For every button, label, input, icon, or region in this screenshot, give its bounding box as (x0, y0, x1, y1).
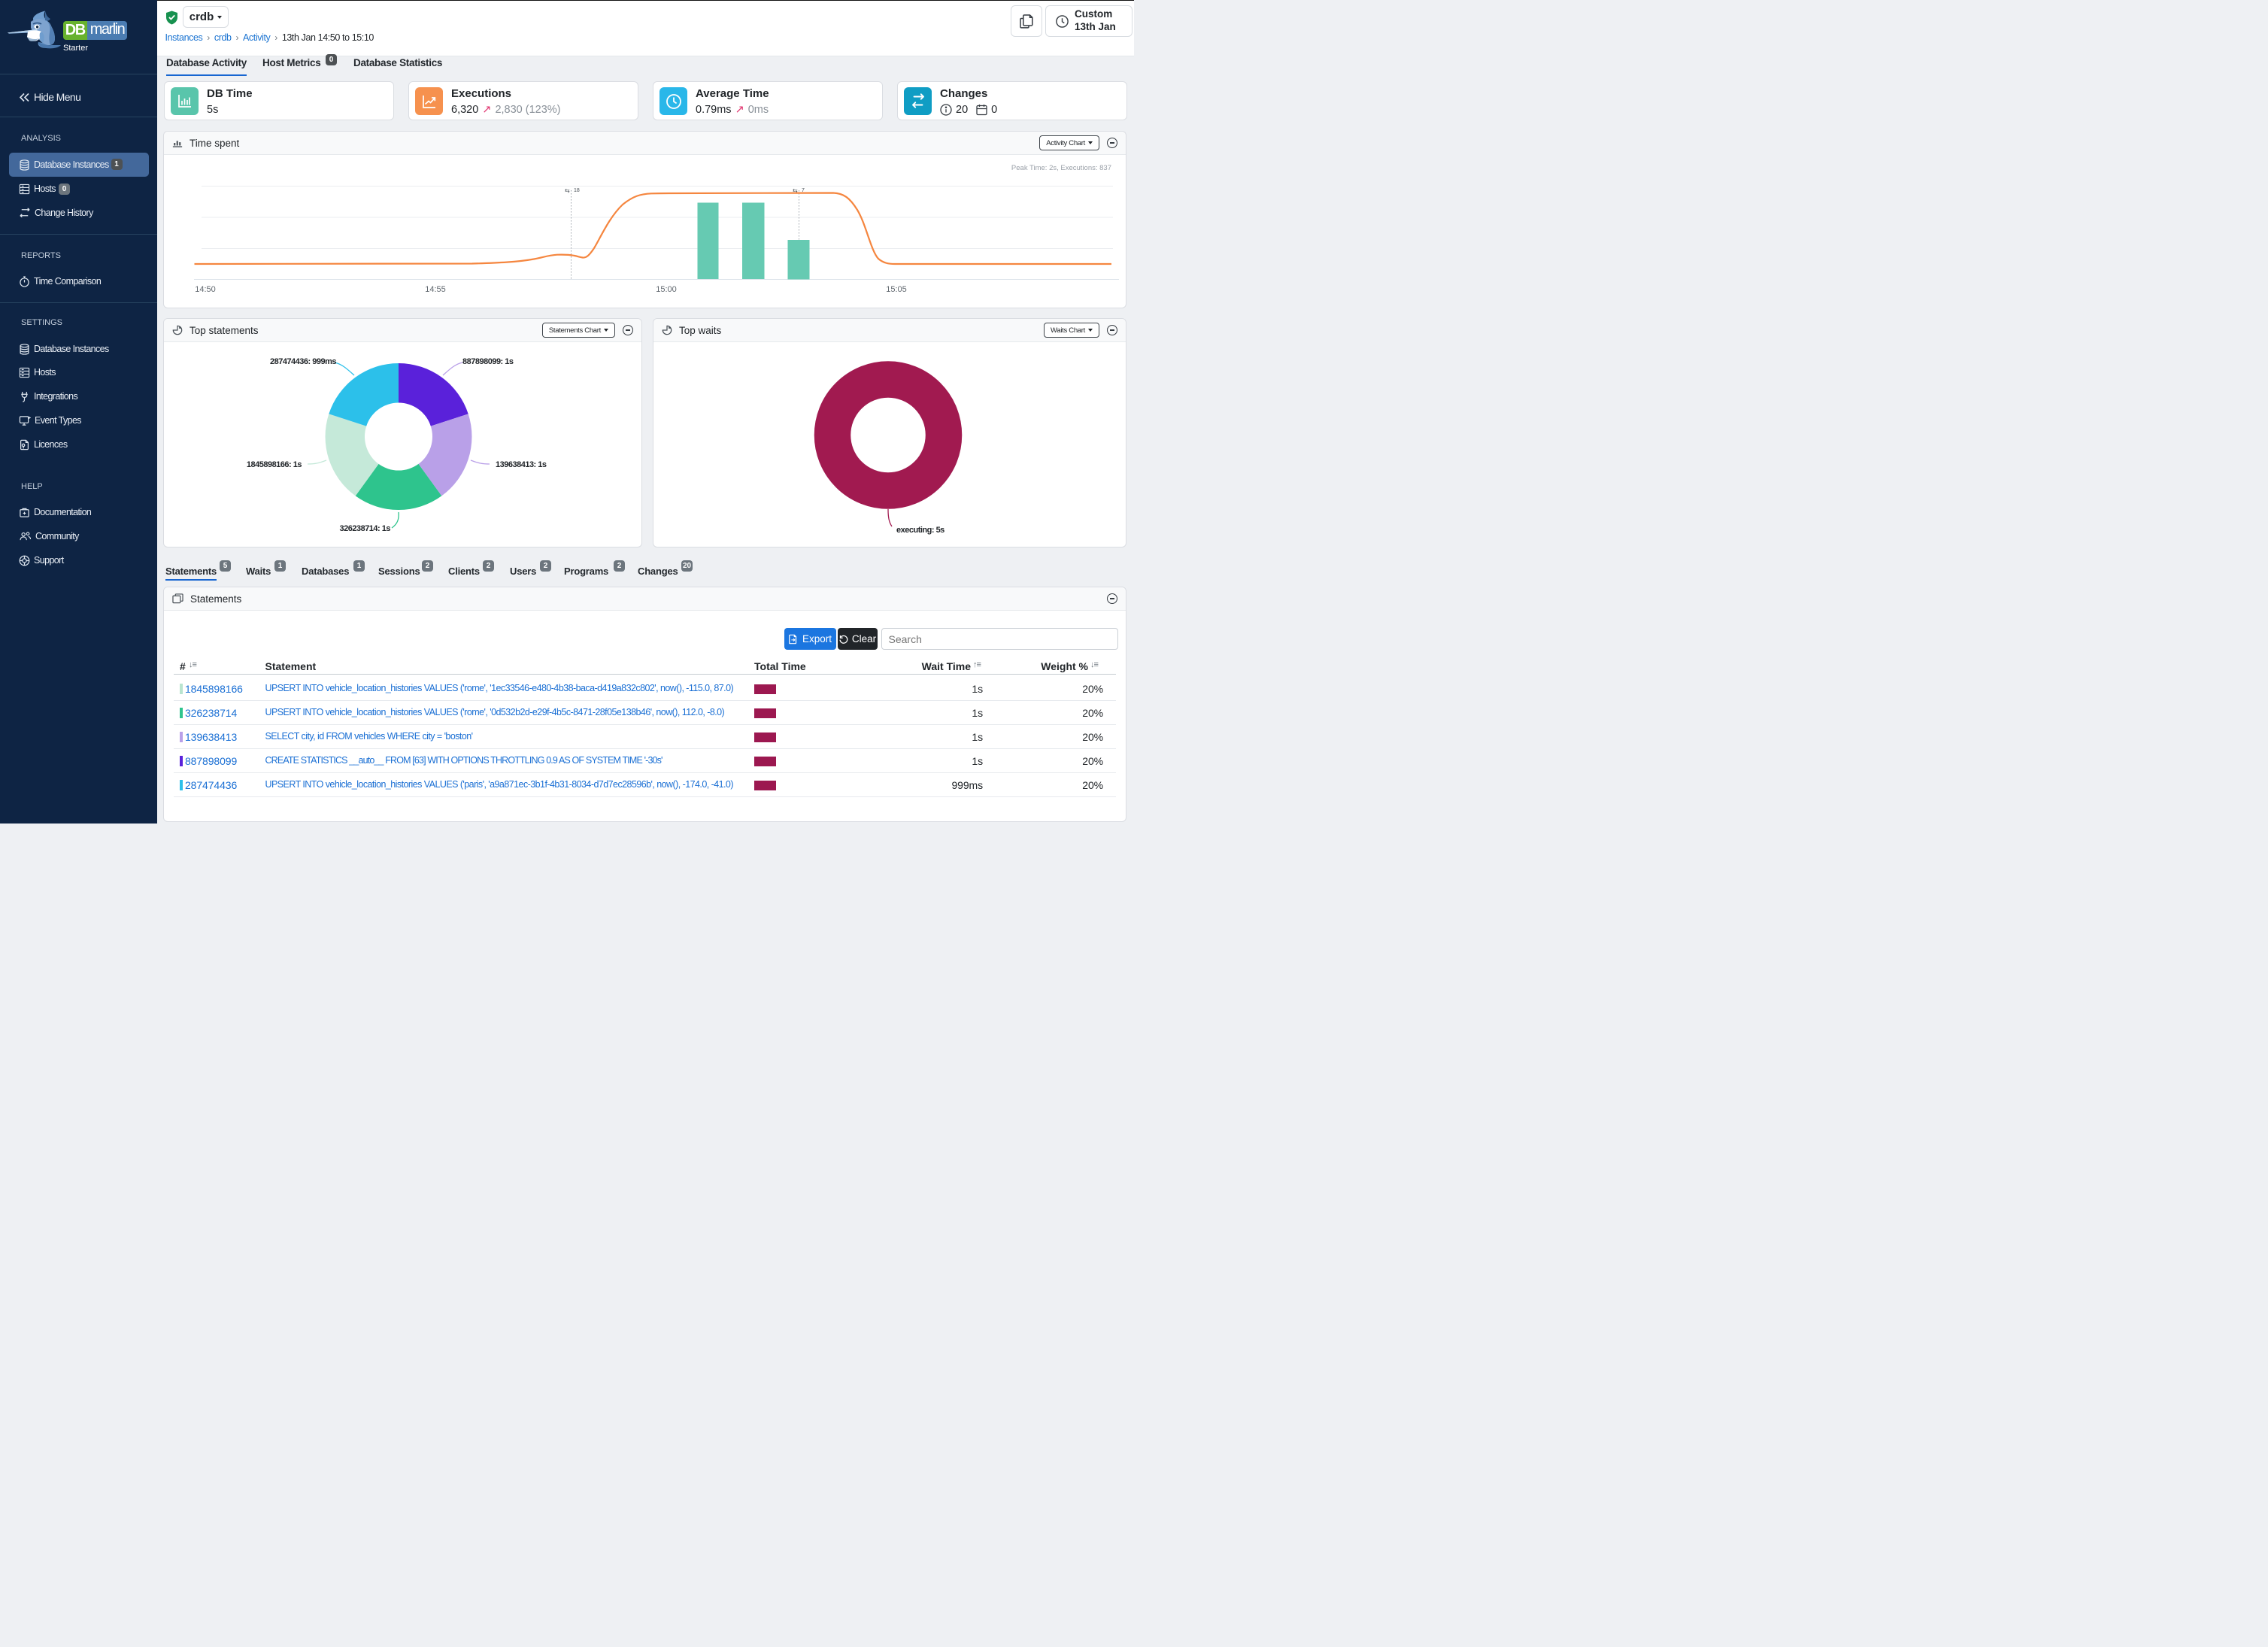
svg-text:⇆: ⇆ (565, 187, 570, 194)
svg-text:⇆: ⇆ (793, 187, 798, 194)
svg-text:287474436: 999ms: 287474436: 999ms (270, 357, 336, 366)
svg-text:7: 7 (802, 188, 805, 193)
svg-text:14:50: 14:50 (195, 285, 216, 294)
svg-text:326238714: 1s: 326238714: 1s (339, 524, 390, 533)
svg-text:14:55: 14:55 (425, 285, 446, 294)
svg-text:139638413: 1s: 139638413: 1s (496, 460, 547, 469)
svg-text:1845898166: 1s: 1845898166: 1s (247, 460, 302, 469)
svg-text:Peak Time: 2s, Executions: 837: Peak Time: 2s, Executions: 837 (1011, 164, 1111, 172)
svg-text:18: 18 (574, 188, 580, 193)
svg-text:15:00: 15:00 (656, 285, 677, 294)
svg-text:executing: 5s: executing: 5s (896, 526, 944, 535)
svg-text:15:05: 15:05 (886, 285, 907, 294)
svg-text:887898099: 1s: 887898099: 1s (462, 357, 514, 366)
